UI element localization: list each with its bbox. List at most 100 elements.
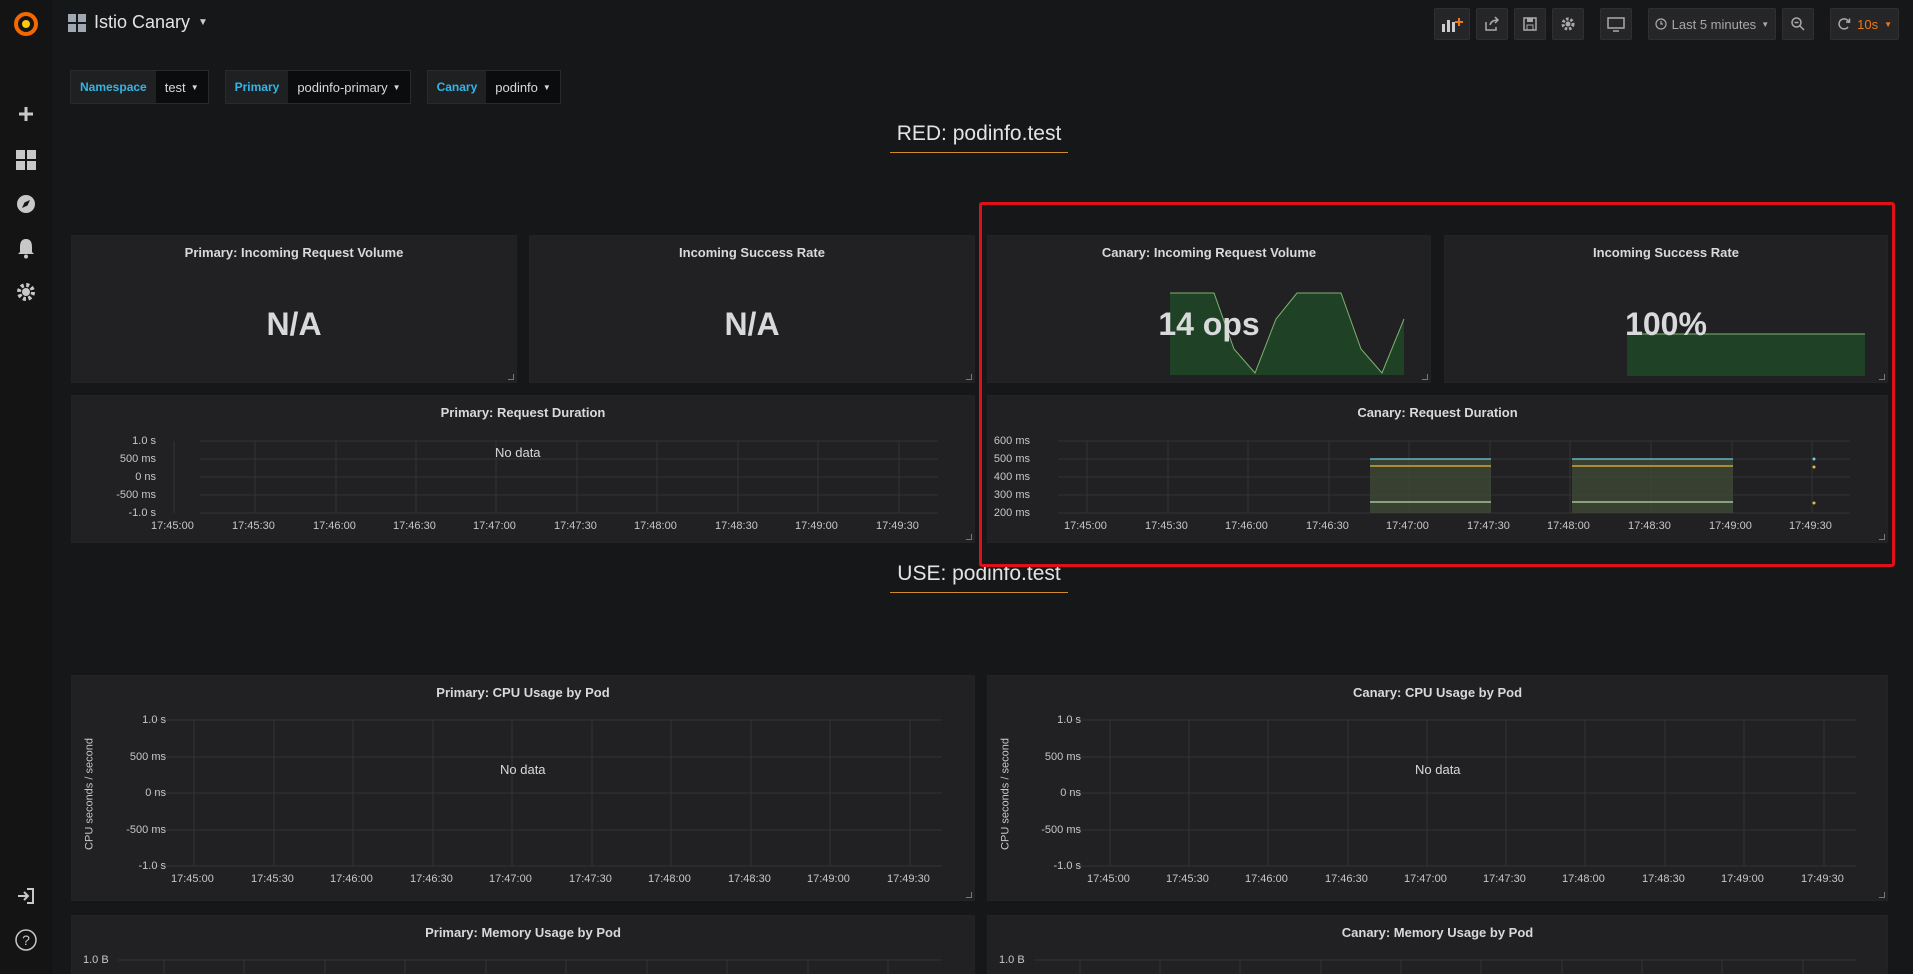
dashboard-picker[interactable]: Istio Canary ▼ (68, 12, 208, 33)
panel-canary-request-duration[interactable]: Canary: Request Duration 600 ms 500 ms 4… (987, 395, 1888, 543)
gear-icon[interactable] (12, 278, 40, 306)
panel-title[interactable]: Canary: Request Duration (1357, 405, 1518, 420)
resize-handle[interactable] (966, 374, 972, 380)
x-tick: 17:47:00 (1386, 520, 1429, 532)
panel-title[interactable]: Primary: Memory Usage by Pod (425, 925, 621, 940)
help-icon[interactable]: ? (12, 926, 40, 954)
stat-value: 14 ops (1158, 306, 1260, 342)
x-tick: 17:46:00 (1245, 873, 1288, 885)
y-tick: 300 ms (993, 489, 1030, 501)
refresh-interval: 10s (1857, 16, 1879, 32)
panel-primary-request-volume[interactable]: Primary: Incoming Request Volume N/A (71, 235, 517, 383)
variable-label: Namespace (71, 71, 156, 103)
refresh-button[interactable]: 10s ▼ (1830, 8, 1899, 40)
resize-handle[interactable] (966, 534, 972, 540)
x-tick: 17:48:00 (1562, 873, 1605, 885)
side-menu: ? (0, 0, 52, 974)
x-tick: 17:47:30 (1483, 873, 1526, 885)
sign-in-icon[interactable] (12, 882, 40, 910)
resize-handle[interactable] (966, 892, 972, 898)
y-tick: 500 ms (119, 453, 156, 465)
bell-icon[interactable] (12, 234, 40, 262)
panel-primary-memory-usage[interactable]: Primary: Memory Usage by Pod 1.0 B (71, 915, 975, 974)
variable-label: Primary (225, 71, 289, 103)
row-title-use[interactable]: USE: podinfo.test (890, 562, 1068, 593)
monitor-icon (1606, 17, 1625, 32)
panel-canary-memory-usage[interactable]: Canary: Memory Usage by Pod 1.0 B (987, 915, 1888, 974)
panel-primary-request-duration[interactable]: Primary: Request Duration 1.0 s 500 ms 0… (71, 395, 975, 543)
panel-canary-request-volume[interactable]: Canary: Incoming Request Volume 14 ops (987, 235, 1431, 383)
panel-title[interactable]: Incoming Success Rate (1593, 245, 1739, 260)
stat-value: 100% (1625, 306, 1707, 342)
caret-down-icon: ▼ (1761, 19, 1770, 29)
x-tick: 17:48:00 (648, 873, 691, 885)
clock-icon (1655, 18, 1667, 30)
panel-canary-cpu-usage[interactable]: Canary: CPU Usage by Pod CPU seconds / s… (987, 675, 1888, 901)
x-tick: 17:47:00 (1404, 873, 1447, 885)
primary-select[interactable]: podinfo-primary ▼ (288, 71, 410, 103)
y-tick: 0 ns (1060, 787, 1081, 799)
namespace-select[interactable]: test ▼ (155, 71, 208, 103)
x-tick: 17:45:30 (1145, 520, 1188, 532)
panel-title[interactable]: Primary: Request Duration (440, 405, 606, 420)
panel-primary-cpu-usage[interactable]: Primary: CPU Usage by Pod CPU seconds / … (71, 675, 975, 901)
x-tick: 17:45:00 (171, 873, 214, 885)
resize-handle[interactable] (1879, 892, 1885, 898)
y-tick: -1.0 s (128, 507, 156, 519)
zoom-out-button[interactable] (1782, 8, 1815, 40)
resize-handle[interactable] (1879, 534, 1885, 540)
panel-title[interactable]: Incoming Success Rate (679, 245, 825, 260)
y-tick: 0 ns (135, 471, 156, 483)
resize-handle[interactable] (1422, 374, 1428, 380)
x-tick: 17:45:30 (251, 873, 294, 885)
add-panel-button[interactable] (1433, 8, 1470, 40)
y-tick: 400 ms (993, 471, 1030, 483)
resize-handle[interactable] (508, 374, 514, 380)
resize-handle[interactable] (1879, 374, 1885, 380)
refresh-icon (1838, 18, 1851, 30)
time-picker-button[interactable]: Last 5 minutes ▼ (1647, 8, 1777, 40)
save-button[interactable] (1513, 8, 1546, 40)
x-tick: 17:47:30 (1467, 520, 1510, 532)
panel-title[interactable]: Primary: Incoming Request Volume (184, 245, 404, 260)
y-tick: 1.0 B (999, 954, 1025, 966)
panel-title[interactable]: Canary: CPU Usage by Pod (1352, 685, 1523, 700)
no-data-label: No data (500, 762, 546, 777)
x-tick: 17:46:00 (313, 520, 356, 532)
dashboard-grid-icon (68, 13, 86, 32)
share-button[interactable] (1475, 8, 1508, 40)
x-tick: 17:49:30 (887, 873, 930, 885)
canary-select[interactable]: podinfo ▼ (486, 71, 560, 103)
graph-area (150, 719, 942, 867)
sparkline (1627, 333, 1865, 376)
panel-title[interactable]: Canary: Memory Usage by Pod (1341, 925, 1534, 940)
grafana-logo-icon[interactable] (12, 10, 40, 38)
plus-icon[interactable] (12, 100, 40, 128)
variable-value: podinfo (495, 79, 538, 95)
y-tick: 500 ms (1044, 751, 1081, 763)
panel-title[interactable]: Primary: CPU Usage by Pod (436, 685, 610, 700)
stat-value: N/A (724, 306, 780, 342)
caret-down-icon: ▼ (190, 82, 199, 92)
variable-value: podinfo-primary (297, 79, 388, 95)
settings-button[interactable] (1551, 8, 1584, 40)
sparkline (1170, 292, 1405, 375)
caret-down-icon: ▼ (542, 82, 551, 92)
panel-title[interactable]: Canary: Incoming Request Volume (1101, 245, 1317, 260)
x-tick: 17:45:30 (1166, 873, 1209, 885)
row-title-red[interactable]: RED: podinfo.test (890, 122, 1068, 153)
add-panel-icon (1441, 18, 1463, 32)
panel-canary-success-rate[interactable]: Incoming Success Rate 100% (1444, 235, 1888, 383)
explore-icon[interactable] (12, 190, 40, 218)
x-tick: 17:48:30 (715, 520, 758, 532)
x-tick: 17:45:00 (151, 520, 194, 532)
x-tick: 17:47:00 (489, 873, 532, 885)
panel-primary-success-rate[interactable]: Incoming Success Rate N/A (529, 235, 975, 383)
caret-down-icon: ▼ (1884, 19, 1892, 29)
tv-mode-button[interactable] (1599, 8, 1632, 40)
svg-text:?: ? (22, 932, 30, 948)
template-variables: Namespace test ▼ Primary podinfo-primary ▼… (70, 70, 561, 104)
x-tick: 17:47:30 (569, 873, 612, 885)
x-tick: 17:46:30 (1306, 520, 1349, 532)
dashboards-icon[interactable] (12, 146, 40, 174)
